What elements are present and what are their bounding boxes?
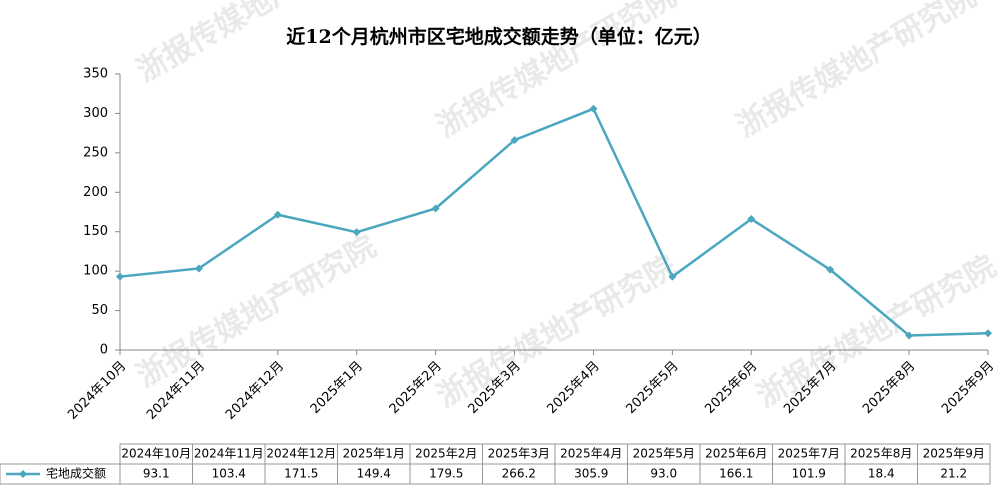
watermark: 浙报传媒地产研究院 — [731, 0, 982, 144]
x-tick-label: 2025年5月 — [623, 359, 681, 417]
point — [116, 272, 124, 281]
x-tick-label: 2024年10月 — [65, 359, 129, 423]
point — [352, 228, 361, 237]
chart-title: 近12个月杭州市区宅地成交额走势（单位：亿元） — [286, 25, 711, 48]
y-tick-label: 350 — [83, 67, 108, 82]
x-tick-label: 2025年9月 — [939, 359, 997, 417]
table-cell: 21.2 — [940, 467, 967, 481]
y-tick-label: 250 — [83, 145, 108, 160]
table-cell: 149.4 — [357, 467, 391, 481]
line-series — [119, 107, 989, 337]
point — [273, 210, 282, 219]
table-header: 2025年7月 — [778, 447, 840, 461]
y-tick-label: 0 — [100, 343, 108, 358]
point — [826, 265, 835, 274]
table-header: 2025年4月 — [560, 447, 622, 461]
table-header: 2025年2月 — [415, 447, 477, 461]
table-cell: 179.5 — [429, 467, 463, 481]
x-tick-label: 2025年4月 — [545, 359, 603, 417]
y-tick-label: 100 — [83, 264, 108, 279]
table-cell: 266.2 — [502, 467, 536, 481]
legend-label: 宅地成交额 — [46, 466, 106, 481]
x-tick-label: 2024年12月 — [223, 359, 287, 423]
point — [905, 331, 914, 340]
table-cell: 166.1 — [719, 467, 753, 481]
table-header: 2024年12月 — [266, 447, 336, 461]
table-cell: 305.9 — [574, 467, 608, 481]
x-tick-label: 2025年1月 — [308, 359, 366, 417]
y-tick-label: 50 — [91, 303, 108, 318]
table-header: 2024年10月 — [121, 447, 191, 461]
table-header: 2025年1月 — [343, 447, 405, 461]
table-header: 2025年5月 — [633, 447, 695, 461]
point — [668, 272, 677, 281]
table-header: 2024年11月 — [194, 447, 264, 461]
x-tick-label: 2025年8月 — [860, 359, 918, 417]
table-cell: 103.4 — [212, 467, 246, 481]
point — [747, 215, 756, 224]
y-tick-label: 200 — [83, 185, 108, 200]
point — [589, 104, 598, 113]
table-header: 2025年3月 — [488, 447, 550, 461]
table-cell: 93.1 — [143, 467, 170, 481]
table-cell: 171.5 — [284, 467, 318, 481]
table-header: 2025年9月 — [923, 447, 985, 461]
table-header: 2025年8月 — [850, 447, 912, 461]
table-cell: 93.0 — [650, 467, 677, 481]
table-cell: 18.4 — [868, 467, 895, 481]
point — [984, 329, 992, 338]
point — [431, 204, 440, 213]
table-header: 2025年6月 — [705, 447, 767, 461]
y-tick-label: 150 — [83, 224, 108, 239]
y-tick-label: 300 — [83, 106, 108, 121]
point — [510, 136, 519, 145]
legend-marker — [19, 470, 27, 478]
point — [194, 264, 203, 273]
table-cell: 101.9 — [792, 467, 826, 481]
